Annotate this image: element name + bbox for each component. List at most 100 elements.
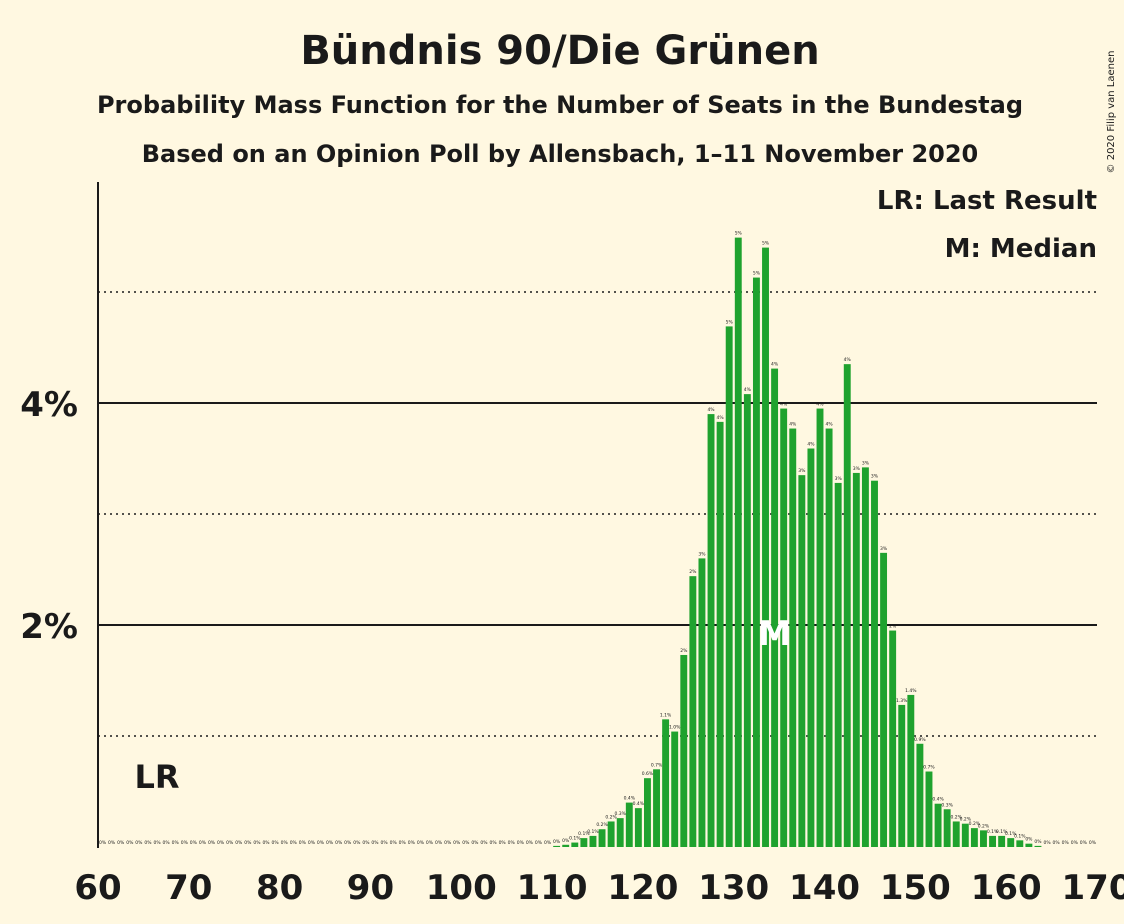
x-tick-label: 170 [1062,868,1124,908]
bar-label-seats-87: 0% [335,840,343,846]
median-marker: M [758,614,792,654]
x-tick-label: 110 [517,868,588,908]
chart-subtitle-source: Based on an Opinion Poll by Allensbach, … [142,140,979,168]
bar-seats-127 [698,558,706,847]
bar-label-seats-78: 0% [253,840,261,846]
bar-label-seats-138: 3% [798,468,806,474]
bar-label-seats-118: 0.3% [614,811,626,817]
x-tick-label: 140 [789,868,860,908]
chart-subtitle: Probability Mass Function for the Number… [97,91,1023,119]
bar-seats-123 [662,719,670,847]
bar-label-seats-121: 0.6% [642,771,654,777]
bar-label-seats-102: 0% [471,840,479,846]
bar-label-seats-139: 4% [807,442,815,448]
bar-label-seats-156: 0.2% [960,817,972,823]
bar-seats-131 [734,237,742,848]
bar-label-seats-150: 1.4% [905,688,917,694]
bar-seats-130 [725,326,733,847]
bar-label-seats-134: 5% [762,241,770,247]
bar-label-seats-103: 0% [480,840,488,846]
bar-label-seats-125: 2% [680,648,688,654]
bar-label-seats-161: 0.1% [1005,831,1017,837]
bar-value-labels: 0% 0% 0% 0% 0% 0% 0% 0% 0% 0% 0% 0% 0% 0% 0% 0% 0% 0% 0% 0%… [99,231,1097,846]
bar-seats-158 [980,830,987,847]
bar-label-seats-168: 0% [1071,840,1079,846]
bar-seats-118 [616,818,624,847]
bar-label-seats-68: 0% [163,840,171,846]
bar-seats-136 [780,408,788,847]
bar-label-seats-104: 0% [489,840,497,846]
bar-label-seats-81: 0% [281,840,289,846]
bar-label-seats-79: 0% [262,840,270,846]
bar-label-seats-117: 0.2% [605,814,617,820]
bar-label-seats-122: 0.7% [651,762,663,768]
bar-label-seats-98: 0% [435,840,443,846]
bar-seats-139 [807,448,815,847]
bar-label-seats-91: 0% [371,840,379,846]
x-tick-label: 100 [426,868,497,908]
bar-label-seats-167: 0% [1062,840,1070,846]
legend-median: M: Median [945,234,1097,264]
bar-seats-132 [743,394,751,847]
bar-label-seats-160: 0.1% [996,829,1008,835]
bar-label-seats-115: 0.1% [587,829,599,835]
bar-label-seats-95: 0% [408,840,416,846]
bar-label-seats-159: 0.1% [987,829,999,835]
bar-label-seats-71: 0% [190,840,198,846]
bar-seats-157 [970,828,978,847]
bar-seats-146 [871,480,878,847]
bar-label-seats-105: 0% [499,840,507,846]
bar-seats-142 [834,482,842,847]
bar-label-seats-124: 1.0% [669,725,681,731]
bar-seats-120 [634,808,642,847]
bar-seats-152 [925,771,933,847]
bar-label-seats-111: 0% [553,839,561,845]
bars [553,237,1042,848]
bar-label-seats-84: 0% [308,840,316,846]
bar-label-seats-63: 0% [117,840,125,846]
bar-label-seats-130: 5% [726,319,734,325]
x-tick-label: 80 [256,868,303,908]
x-tick-label: 160 [971,868,1042,908]
bar-seats-137 [789,428,797,847]
bar-label-seats-162: 0.1% [1014,833,1026,839]
bar-seats-115 [589,835,597,847]
bar-label-seats-88: 0% [344,840,352,846]
bar-label-seats-132: 4% [744,387,752,393]
bar-seats-140 [816,408,824,847]
bar-label-seats-92: 0% [381,840,389,846]
copyright-notice: © 2020 Filip van Laenen [1106,51,1117,174]
bar-seats-160 [998,835,1006,847]
bar-label-seats-151: 0.9% [914,737,926,743]
bar-label-seats-137: 4% [789,422,797,428]
bar-seats-155 [952,821,960,847]
bar-seats-159 [989,835,997,847]
bar-label-seats-112: 0% [562,838,570,844]
bar-seats-125 [680,654,688,847]
bar-label-seats-93: 0% [390,840,398,846]
bar-seats-163 [1025,843,1033,847]
bar-seats-148 [889,630,897,847]
bar-label-seats-140: 4% [816,402,824,408]
bar-label-seats-89: 0% [353,840,361,846]
bar-label-seats-116: 0.2% [596,822,608,828]
bar-label-seats-142: 3% [835,476,843,482]
bar-label-seats-74: 0% [217,840,225,846]
bar-label-seats-127: 3% [698,551,706,557]
bar-seats-147 [880,552,888,847]
bar-seats-112 [562,844,570,847]
last-result-marker: LR [135,758,180,796]
bar-seats-126 [689,576,697,847]
bar-seats-143 [843,364,851,847]
bar-label-seats-154: 0.3% [941,802,953,808]
bar-seats-111 [553,845,561,847]
bar-label-seats-136: 4% [780,402,788,408]
chart-title: Bündnis 90/Die Grünen [300,28,819,74]
legend-last-result: LR: Last Result [877,186,1097,216]
bar-label-seats-106: 0% [508,840,516,846]
bar-label-seats-85: 0% [317,840,325,846]
bar-seats-119 [625,802,633,847]
bar-label-seats-152: 0.7% [923,765,935,771]
bar-label-seats-169: 0% [1080,840,1088,846]
